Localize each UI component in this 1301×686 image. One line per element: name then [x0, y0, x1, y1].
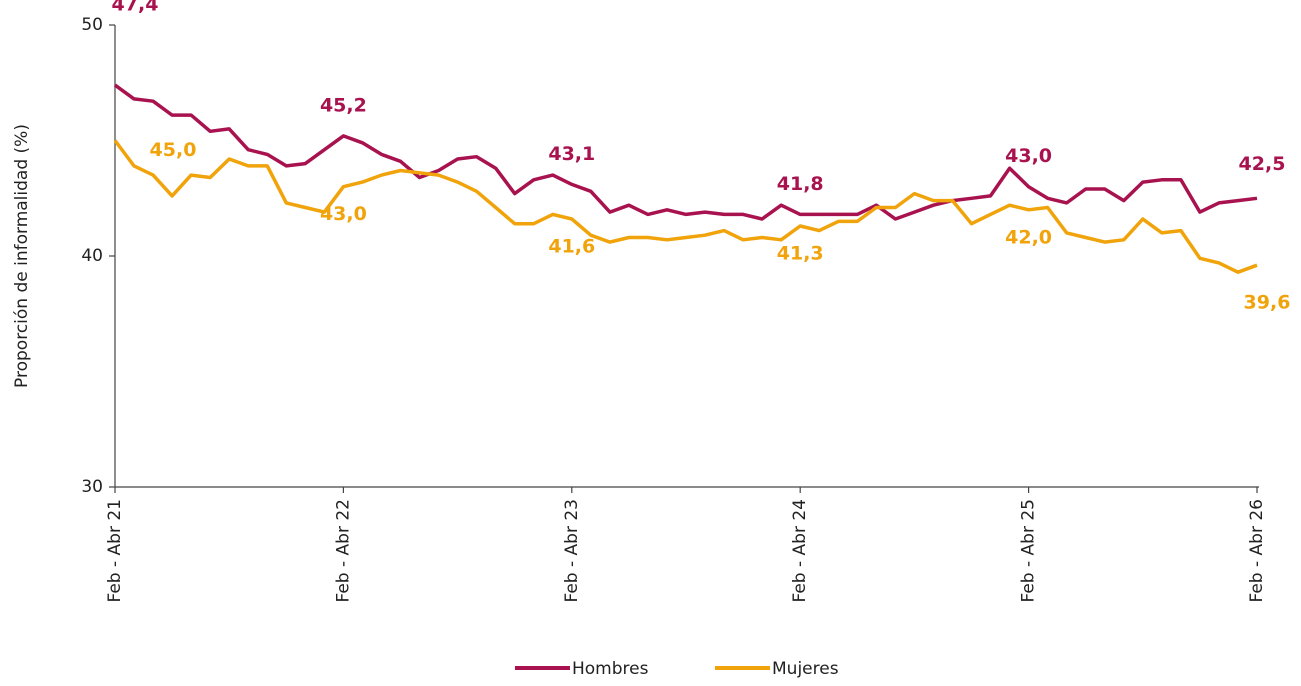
- x-tick-label: Feb - Abr 24: [790, 499, 810, 603]
- y-tick-label: 40: [81, 246, 103, 266]
- data-label: 41,8: [777, 173, 824, 195]
- data-label: 43,1: [548, 143, 595, 165]
- legend-label: Mujeres: [772, 659, 839, 679]
- x-tick-label: Feb - Abr 22: [333, 499, 353, 603]
- x-tick-label: Feb - Abr 21: [105, 499, 125, 603]
- y-tick-label: 50: [81, 15, 103, 35]
- data-label: 42,0: [1005, 226, 1052, 248]
- data-label: 41,3: [777, 242, 824, 264]
- series-line: [113, 139, 1258, 274]
- y-tick-label: 30: [81, 477, 103, 497]
- data-label: 43,0: [320, 203, 367, 225]
- y-axis-title: Proporción de informalidad (%): [12, 124, 32, 388]
- data-label: 47,4: [112, 0, 159, 16]
- series-line: [113, 83, 1258, 221]
- data-label: 45,0: [150, 139, 197, 161]
- data-label: 42,5: [1239, 153, 1286, 175]
- x-tick-label: Feb - Abr 25: [1019, 499, 1039, 603]
- x-tick-label: Feb - Abr 26: [1247, 499, 1267, 603]
- x-tick-label: Feb - Abr 23: [562, 499, 582, 603]
- data-label: 41,6: [548, 236, 595, 258]
- legend-label: Hombres: [572, 659, 649, 679]
- data-label: 43,0: [1005, 145, 1052, 167]
- data-label: 39,6: [1244, 292, 1291, 314]
- data-label: 45,2: [320, 94, 367, 116]
